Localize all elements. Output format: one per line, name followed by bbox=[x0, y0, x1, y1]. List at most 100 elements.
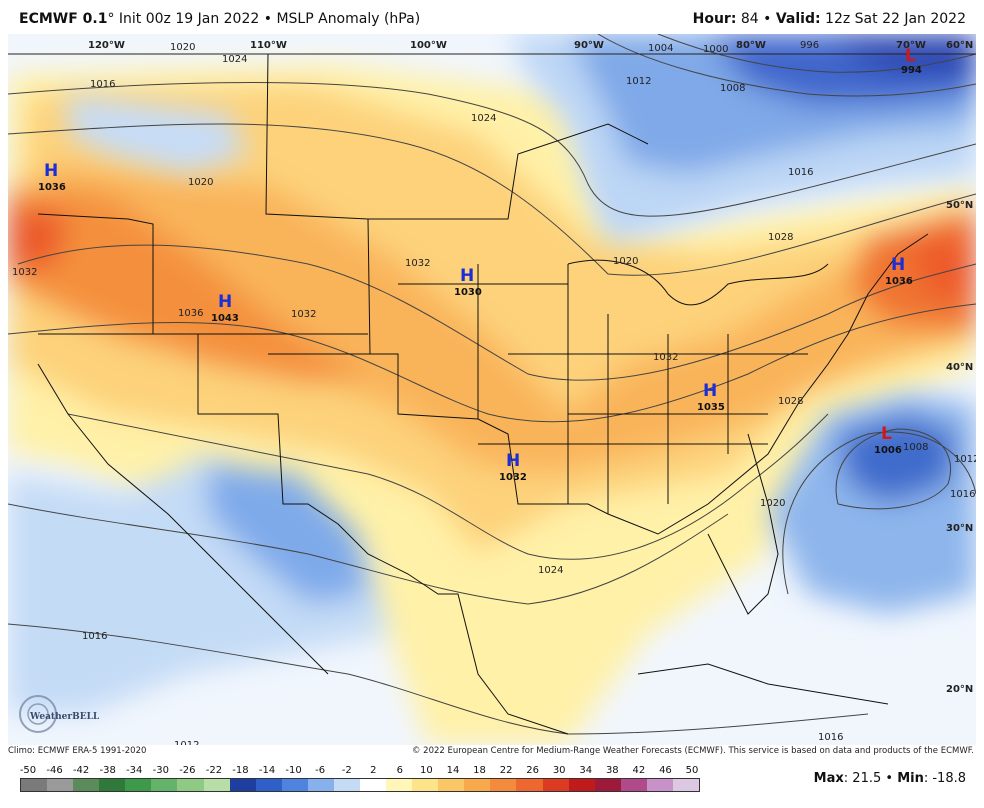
init-time: Init 00z 19 Jan 2022 bbox=[114, 11, 260, 27]
longitude-label: 90°W bbox=[574, 40, 604, 51]
high-pressure-center: H 1043 bbox=[211, 292, 239, 324]
low-pressure-center: L 994 bbox=[901, 46, 922, 76]
isobar-label: 1020 bbox=[188, 177, 213, 188]
separator: • bbox=[881, 771, 898, 786]
low-pressure-center: L 1006 bbox=[874, 424, 902, 456]
colorbar-swatch bbox=[490, 779, 517, 791]
colorbar-swatch bbox=[99, 779, 126, 791]
separator: • bbox=[758, 11, 776, 27]
colorbar-swatch bbox=[672, 779, 700, 791]
borders bbox=[8, 53, 976, 735]
colorbar-label: -46 bbox=[46, 765, 63, 776]
isobar-label: 1032 bbox=[405, 258, 430, 269]
colorbar-swatch bbox=[516, 779, 543, 791]
colorbar-label: 50 bbox=[685, 765, 699, 776]
isobar-labels: 1020 1024 1016 1020 1032 1036 1032 1032 … bbox=[12, 40, 976, 745]
isobars bbox=[8, 34, 976, 735]
colorbar-label: 42 bbox=[632, 765, 646, 776]
system-letter: H bbox=[506, 451, 520, 471]
colorbar-swatch bbox=[646, 779, 673, 791]
system-value: 994 bbox=[901, 65, 922, 76]
isobar-label: 1032 bbox=[12, 267, 37, 278]
negative-anomaly-shading bbox=[8, 34, 976, 714]
isobar-label: 1036 bbox=[178, 308, 203, 319]
colorbar-swatch bbox=[620, 779, 647, 791]
colorbar-label: 2 bbox=[370, 765, 377, 776]
system-letter: H bbox=[460, 266, 474, 286]
colorbar-label: -14 bbox=[258, 765, 276, 776]
colorbar-swatch bbox=[125, 779, 152, 791]
colorbar bbox=[20, 778, 700, 792]
system-letter: H bbox=[891, 255, 905, 275]
weatherbell-logo: WeatherBELL bbox=[19, 695, 100, 733]
isobar-label: 1032 bbox=[653, 352, 678, 363]
isobar-label: 1020 bbox=[760, 498, 785, 509]
isobar-label: 1012 bbox=[626, 76, 651, 87]
isobar-label: 1012 bbox=[954, 454, 976, 465]
model-title: ECMWF 0.1° Init 00z 19 Jan 2022 • MSLP A… bbox=[19, 11, 420, 27]
system-letter: L bbox=[905, 46, 916, 66]
colorbar-label: 38 bbox=[605, 765, 619, 776]
valid-label: Valid: bbox=[775, 11, 821, 27]
isobar-label: 1016 bbox=[788, 167, 813, 178]
isobar-label: 1000 bbox=[703, 44, 728, 55]
colorbar-label: 30 bbox=[552, 765, 566, 776]
colorbar-label: -30 bbox=[152, 765, 169, 776]
system-value: 1006 bbox=[874, 445, 902, 456]
isobar-label: 1016 bbox=[82, 631, 107, 642]
colorbar-swatch bbox=[21, 779, 48, 791]
latitude-label: 20°N bbox=[946, 684, 973, 695]
max-label: Max bbox=[813, 771, 844, 786]
colorbar-swatch bbox=[151, 779, 178, 791]
high-pressure-center: H 1036 bbox=[885, 255, 913, 287]
isobar-label: 1016 bbox=[90, 79, 115, 90]
colorbar-swatch bbox=[568, 779, 595, 791]
colorbar-label: 10 bbox=[420, 765, 433, 776]
latitude-label: 40°N bbox=[946, 362, 973, 373]
colorbar-label: 18 bbox=[473, 765, 486, 776]
anomaly-shading bbox=[8, 64, 976, 745]
system-value: 1043 bbox=[211, 313, 239, 324]
latitude-label: 30°N bbox=[946, 523, 973, 534]
colorbar-swatch bbox=[281, 779, 308, 791]
system-value: 1036 bbox=[885, 276, 913, 287]
hour-value: 84 bbox=[736, 11, 759, 27]
longitude-label: 100°W bbox=[410, 40, 447, 51]
colorbar-swatch bbox=[203, 779, 230, 791]
colorbar-label: 6 bbox=[396, 765, 404, 776]
colorbar-label: -26 bbox=[179, 765, 196, 776]
colorbar-swatch bbox=[464, 779, 491, 791]
colorbar-label: -18 bbox=[232, 765, 249, 776]
header: ECMWF 0.1° Init 00z 19 Jan 2022 • MSLP A… bbox=[0, 0, 984, 32]
colorbar-labels: -50 -46 -42 -38 -34 -30 -26 -22 -18 -14 -10 -6 -2 2 6 1… bbox=[20, 765, 700, 777]
isobar-label: 1028 bbox=[778, 396, 803, 407]
valid-value: 12z Sat 22 Jan 2022 bbox=[820, 11, 966, 27]
colorbar-swatch bbox=[255, 779, 282, 791]
isobar-label: 1004 bbox=[648, 43, 673, 54]
colorbar-swatch bbox=[386, 779, 413, 791]
colorbar-label: 22 bbox=[499, 765, 513, 776]
longitude-labels: 120°W 110°W 100°W 90°W 80°W 70°W bbox=[88, 40, 926, 51]
colorbar-label: 46 bbox=[659, 765, 672, 776]
latitude-labels: 60°N 50°N 40°N 30°N 20°N bbox=[946, 40, 973, 695]
isobar-label: 1024 bbox=[538, 565, 563, 576]
isobar-label: 996 bbox=[800, 40, 819, 51]
longitude-label: 110°W bbox=[250, 40, 287, 51]
isobar-label: 1016 bbox=[950, 489, 975, 500]
latitude-label: 50°N bbox=[946, 200, 973, 211]
colorbar-swatch bbox=[594, 779, 621, 791]
model-name: ECMWF 0.1 bbox=[19, 11, 108, 27]
system-value: 1036 bbox=[38, 182, 66, 193]
system-value: 1032 bbox=[499, 472, 527, 483]
system-letter: L bbox=[881, 424, 892, 444]
colorbar-swatch bbox=[412, 779, 439, 791]
latitude-label: 60°N bbox=[946, 40, 973, 51]
anomaly-map: 1020 1024 1016 1020 1032 1036 1032 1032 … bbox=[8, 34, 976, 745]
isobar-label: 1016 bbox=[818, 732, 843, 743]
hour-label: Hour: bbox=[692, 11, 737, 27]
max-value: : 21.5 bbox=[843, 771, 882, 786]
isobar-label: 1028 bbox=[768, 232, 793, 243]
colorbar-swatch bbox=[229, 779, 256, 791]
colorbar-label: -2 bbox=[341, 765, 352, 776]
copyright-note: © 2022 European Centre for Medium-Range … bbox=[411, 746, 974, 756]
